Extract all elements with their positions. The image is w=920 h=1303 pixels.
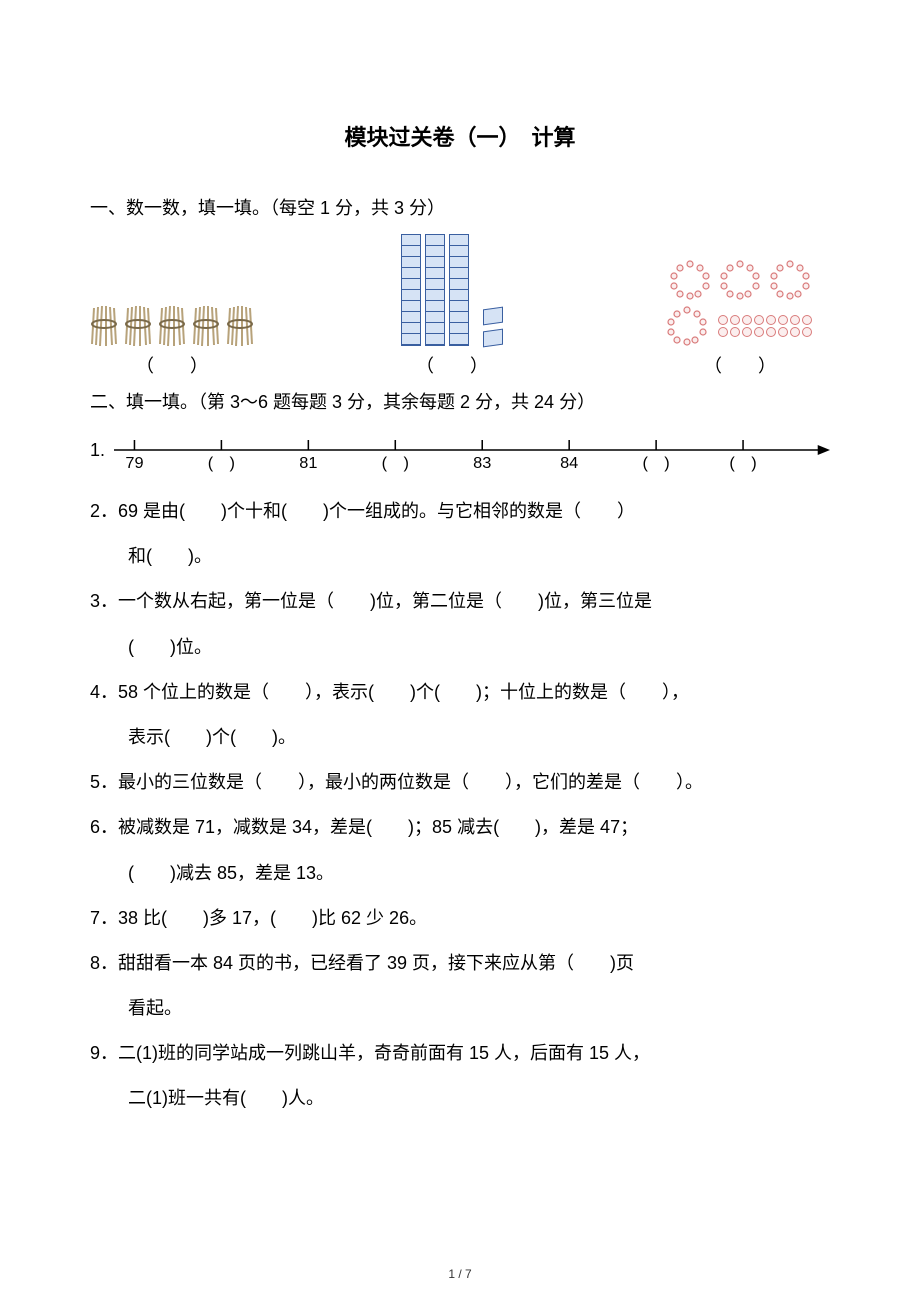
bundle-icon [192,306,220,346]
page-title: 模块过关卷（一） 计算 [90,120,830,152]
q1-row: 1. 79 ( ) 81 ( ) 83 84 ( ) [90,428,830,472]
q4-line2: 表示( )个( )。 [90,716,830,759]
counting-images-row: （ ） （ ） [90,234,830,378]
q8-line2: 看起。 [90,987,830,1030]
page-footer: 1 / 7 [0,1267,920,1281]
bead-icon [778,327,788,337]
loose-beads [715,306,815,346]
bead-icon [730,327,740,337]
bead-icon [802,327,812,337]
bead-icon [778,315,788,325]
bead-icon [754,315,764,325]
q6-line1: 6．被减数是 71，减数是 34，差是( )；85 减去( )，差是 47； [90,806,830,849]
q8-line1: 8．甜甜看一本 84 页的书，已经看了 39 页，接下来应从第（ )页 [90,942,830,985]
bead-ring-icon [718,260,762,300]
bead-icon [742,315,752,325]
bead-icon [718,315,728,325]
q2-line1: 2．69 是由( )个十和( )个一组成的。与它相邻的数是（ ） [90,490,830,533]
blank-paren: （ ） [136,352,208,378]
blocks-cell: （ ） [401,234,503,378]
section-1-heading: 一、数一数，填一填。（每空 1 分，共 3 分） [90,194,830,220]
bead-icon [766,327,776,337]
bundle-icon [124,306,152,346]
q9-line2: 二(1)班一共有( )人。 [90,1077,830,1120]
numline-label: ( ) [729,454,756,472]
unit-blocks [483,308,503,346]
q2-line2: 和( )。 [90,535,830,578]
q3-line1: 3．一个数从右起，第一位是（ )位，第二位是（ )位，第三位是 [90,580,830,623]
beads-cell: （ ） [650,260,830,378]
q3-line2: ( )位。 [90,626,830,669]
ten-block-icon [425,234,445,346]
numline-label: 79 [125,454,143,472]
blank-paren: （ ） [416,352,488,378]
bead-ring-icon [665,306,709,346]
q9-line1: 9．二(1)班的同学站成一列跳山羊，奇奇前面有 15 人，后面有 15 人， [90,1032,830,1075]
numline-label: 84 [560,454,578,472]
unit-block-icon [483,307,503,326]
numline-label: ( ) [382,454,409,472]
rings-group [650,260,830,346]
ten-block-icon [401,234,421,346]
q7-line: 7．38 比( )多 17，( )比 62 少 26。 [90,897,830,940]
ten-block-icon [449,234,469,346]
bundle-icon [158,306,186,346]
numline-label: 81 [299,454,317,472]
numline-label: ( ) [208,454,235,472]
unit-block-icon [483,329,503,348]
section-2-heading: 二、填一填。（第 3～6 题每题 3 分，其余每题 2 分，共 24 分） [90,388,830,414]
q6-line2: ( )减去 85，差是 13。 [90,852,830,895]
q1-number: 1. [90,440,108,461]
bead-icon [790,315,800,325]
tens-blocks [401,234,469,346]
bead-icon [766,315,776,325]
bead-icon [718,327,728,337]
number-line: 79 ( ) 81 ( ) 83 84 ( ) ( ) [114,428,830,472]
numline-label: ( ) [642,454,669,472]
bundle-icon [90,306,118,346]
bead-ring-icon [768,260,812,300]
bead-icon [802,315,812,325]
bundles-group [90,306,254,346]
bead-icon [730,315,740,325]
bead-icon [742,327,752,337]
bundles-cell: （ ） [90,306,254,378]
q5-line: 5．最小的三位数是（ ），最小的两位数是（ ），它们的差是（ ）。 [90,761,830,804]
numline-label: 83 [473,454,491,472]
blank-paren: （ ） [704,352,776,378]
blocks-group [401,234,503,346]
bead-icon [754,327,764,337]
bead-icon [790,327,800,337]
bead-ring-icon [668,260,712,300]
q4-line1: 4．58 个位上的数是（ ），表示( )个( )；十位上的数是（ ）， [90,671,830,714]
bundle-icon [226,306,254,346]
page: 模块过关卷（一） 计算 一、数一数，填一填。（每空 1 分，共 3 分） [0,0,920,1303]
